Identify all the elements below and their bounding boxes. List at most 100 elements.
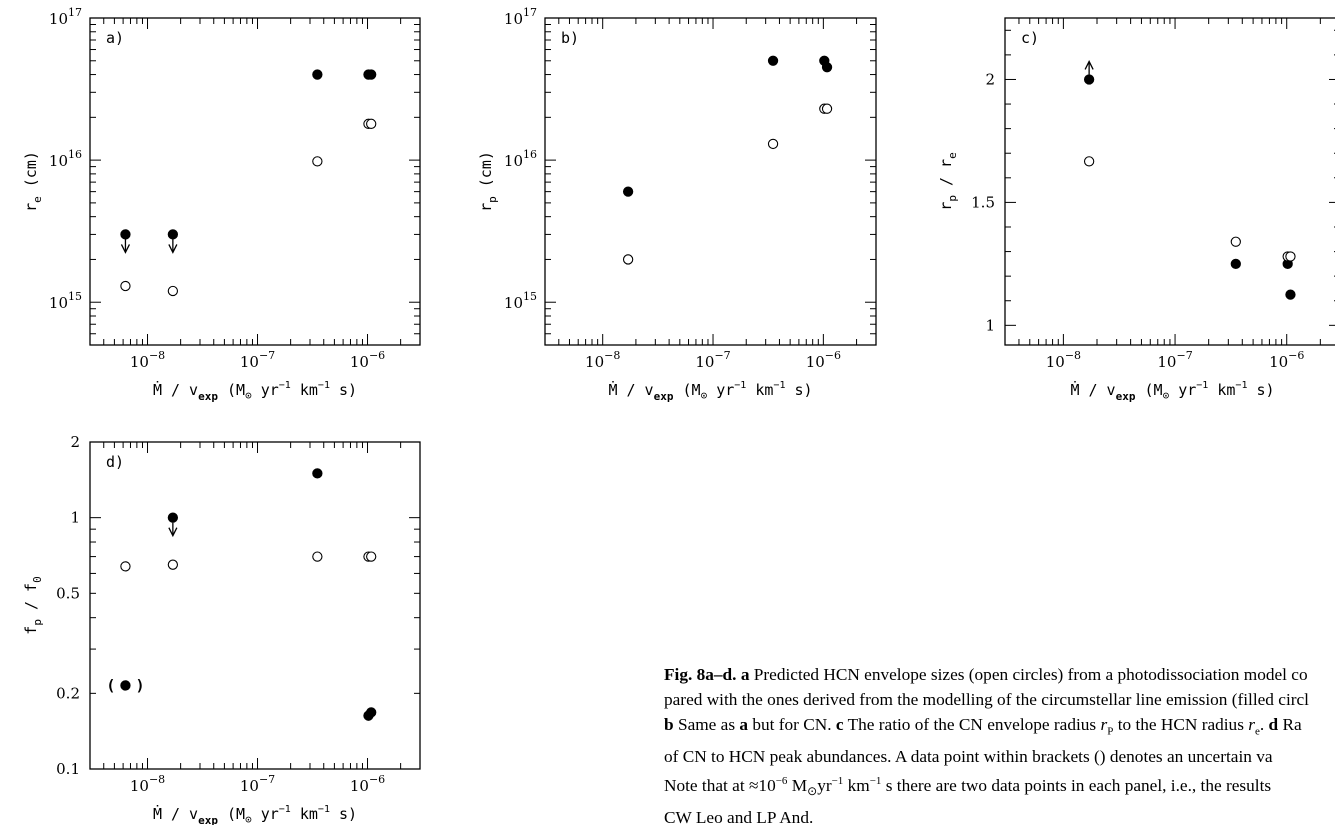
caption-line-1: Fig. 8a–d. a Predicted HCN envelope size…: [664, 662, 1335, 687]
filled-data-point: [312, 69, 323, 80]
open-data-point: [167, 559, 179, 570]
uncertain-bracket-right: ): [135, 676, 144, 694]
filled-data-point: [312, 468, 323, 479]
x-tick-label: 10−8: [585, 349, 620, 371]
panel-label: c): [1021, 29, 1039, 47]
y-axis-label: fp / f0: [22, 576, 44, 634]
caption-text: Ra: [1282, 715, 1302, 734]
symbol-rp: r: [1100, 715, 1108, 734]
caption-text: Note that at ≈10: [664, 776, 776, 796]
caption-text: s there are two data points in each pane…: [881, 776, 1272, 796]
open-data-point: [767, 138, 779, 150]
filled-data-point: [1285, 289, 1296, 300]
y-tick-label: 0.5: [56, 584, 80, 602]
filled-data-point: [366, 69, 377, 80]
x-tick-label: 10−8: [130, 349, 165, 371]
limit-arrow-head: [168, 244, 178, 254]
y-tick-label: 2: [985, 70, 995, 88]
uncertain-bracket-left: (: [106, 676, 115, 694]
open-data-point: [821, 103, 833, 114]
x-tick-label: 10−7: [1157, 349, 1192, 371]
symbol-re: r: [1248, 715, 1255, 734]
y-tick-label: 1017: [504, 6, 537, 28]
limit-arrow-head: [120, 244, 131, 254]
caption-sup: −1: [869, 775, 882, 788]
caption-text: but for CN.: [752, 715, 832, 734]
open-data-point: [1285, 251, 1296, 262]
caption-sup: −1: [831, 775, 844, 788]
filled-data-point: [167, 512, 179, 523]
caption-fig-label: Fig. 8a–d.: [664, 665, 737, 684]
y-tick-label: 1: [985, 316, 995, 334]
plot-frame: [89, 17, 421, 346]
open-data-point: [366, 551, 377, 562]
open-data-point: [1083, 156, 1095, 167]
x-tick-label: 10−7: [240, 349, 275, 371]
panel-label: d): [106, 453, 124, 471]
open-data-point: [312, 156, 323, 167]
caption-text: yr: [817, 776, 832, 796]
filled-data-point: [366, 707, 377, 718]
y-tick-label: 0.1: [56, 760, 80, 778]
caption-line-2: pared with the ones derived from the mod…: [664, 690, 1309, 709]
y-axis-label: rp / re: [937, 152, 959, 210]
caption-text: to the HCN radius: [1117, 715, 1244, 734]
panel-label: a): [106, 29, 124, 47]
filled-data-point: [1083, 74, 1095, 85]
filled-data-point: [767, 55, 779, 66]
caption-sun-symbol: ⊙: [807, 784, 818, 799]
caption-text: M: [787, 776, 808, 796]
limit-arrow-head: [168, 527, 178, 538]
filled-data-point: [120, 229, 131, 240]
symbol-re-sub: e: [1254, 725, 1260, 738]
open-data-point: [1230, 236, 1241, 247]
x-tick-label: 10−6: [350, 773, 385, 795]
chart-panel-c: 10−8 10−7 10−6 1 1.5 2 c) rp / re Ṁ / vexp (M⊙ y…: [937, 17, 1335, 403]
plot-frame: [1004, 17, 1335, 346]
caption-line-1-text: Predicted HCN envelope sizes (open circl…: [753, 665, 1308, 684]
chart-panel-b: 10−8 10−7 10−6 1015 1016 1017 b) rp (cm) Ṁ / vex…: [477, 6, 877, 403]
y-axis-label: rp (cm): [477, 151, 499, 212]
open-data-point: [167, 285, 179, 297]
caption-ref-a: a: [740, 665, 750, 684]
caption-line-4: of CN to HCN peak abundances. A data poi…: [664, 747, 1273, 767]
x-axis-label: Ṁ / vexp (M⊙ yr−1 km−1 s): [1070, 380, 1274, 403]
filled-data-point: [622, 186, 634, 197]
x-tick-label: 10−7: [240, 773, 275, 795]
y-tick-label: 1015: [504, 290, 537, 312]
caption-text: Same as: [677, 715, 736, 734]
y-tick-label: 1.5: [971, 193, 995, 211]
y-tick-label: 1: [70, 509, 80, 527]
y-axis-label: re (cm): [22, 151, 44, 212]
open-data-point: [312, 551, 323, 562]
figure-caption: Fig. 8a–d. a Predicted HCN envelope size…: [664, 662, 1335, 825]
filled-data-point: [167, 229, 179, 240]
x-tick-label: 10−8: [1046, 349, 1081, 371]
x-axis-label: Ṁ / vexp (M⊙ yr−1 km−1 s): [153, 380, 357, 403]
x-tick-label: 10−6: [350, 349, 385, 371]
x-tick-label: 10−6: [1269, 349, 1304, 371]
symbol-rp-sub: P: [1107, 725, 1114, 738]
caption-ref-a: a: [739, 715, 749, 734]
caption-text: .: [1259, 715, 1265, 734]
panel-label: b): [561, 29, 579, 47]
chart-panel-d: 10−8 10−7 10−6 0.1 0.2 0.5 1 2 d) fp / f0 Ṁ / vexp…: [22, 433, 421, 825]
x-tick-label: 10−6: [806, 349, 841, 371]
plot-frame: [544, 17, 877, 346]
caption-sup: −6: [775, 775, 788, 788]
limit-arrow-head: [1084, 60, 1094, 70]
y-tick-label: 1016: [49, 148, 82, 170]
caption-line-5: Note that at ≈10−6 M⊙yr−1 km−1 s there a…: [664, 769, 1335, 804]
chart-panel-a: 10−8 10−7 10−6 1015 1016 1017 a) re (cm) Ṁ / vex…: [22, 6, 421, 403]
x-tick-label: 10−7: [695, 349, 730, 371]
plot-frame: [89, 441, 421, 770]
caption-line-6: CW Leo and LP And.: [664, 807, 814, 825]
open-data-point: [120, 561, 131, 572]
open-data-point: [366, 118, 377, 129]
y-tick-label: 1015: [49, 290, 82, 312]
caption-ref-b: b: [664, 715, 674, 734]
caption-ref-c: c: [835, 715, 844, 734]
open-data-point: [622, 254, 634, 265]
y-tick-label: 0.2: [56, 684, 80, 702]
